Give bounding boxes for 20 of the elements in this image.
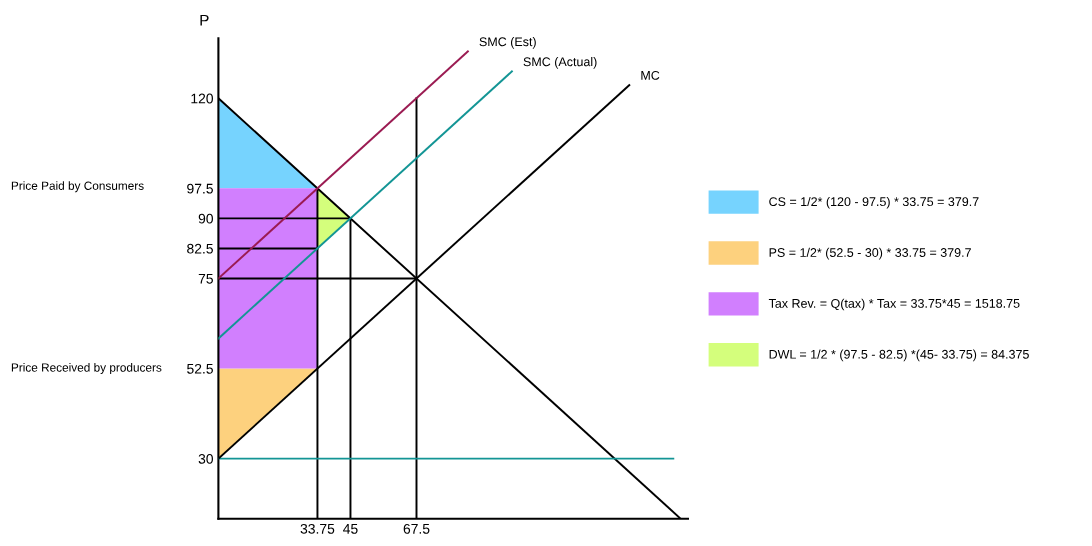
y-tick-label: 52.5 <box>187 363 213 374</box>
text: Price Received by producers <box>11 363 162 375</box>
legend-label: PS = 1/2* (52.5 - 30) * 33.75 = 379.7 <box>769 247 971 260</box>
series-label: SMC (Est) <box>479 37 536 49</box>
text: Price Paid by Consumers <box>11 181 144 193</box>
y-tick-label: 120 <box>191 93 213 104</box>
legend-label: CS = 1/2* (120 - 97.5) * 33.75 = 379.7 <box>769 196 979 209</box>
y-tick-label: 30 <box>198 453 213 464</box>
x-tick-label: 67.5 <box>403 523 430 534</box>
y-axis-title: P <box>200 14 209 26</box>
y-tick-label: 75 <box>198 273 213 284</box>
y-tick-label: 82.5 <box>187 243 213 254</box>
y-tick-label: 97.5 <box>187 183 213 194</box>
series-label: MC <box>641 70 660 80</box>
series-label: SMC (Actual) <box>523 57 597 69</box>
legend-label: Tax Rev. = Q(tax) * Tax = 33.75*45 = 1518.75 <box>768 298 1020 311</box>
x-tick-label: 45 <box>343 524 358 534</box>
legend-label: DWL = 1/2 * (97.5 - 82.5) *(45- 33.75) = 84.375 <box>769 349 1029 362</box>
y-tick-label: 90 <box>198 213 213 224</box>
x-tick-label: 33.75 <box>300 523 335 534</box>
